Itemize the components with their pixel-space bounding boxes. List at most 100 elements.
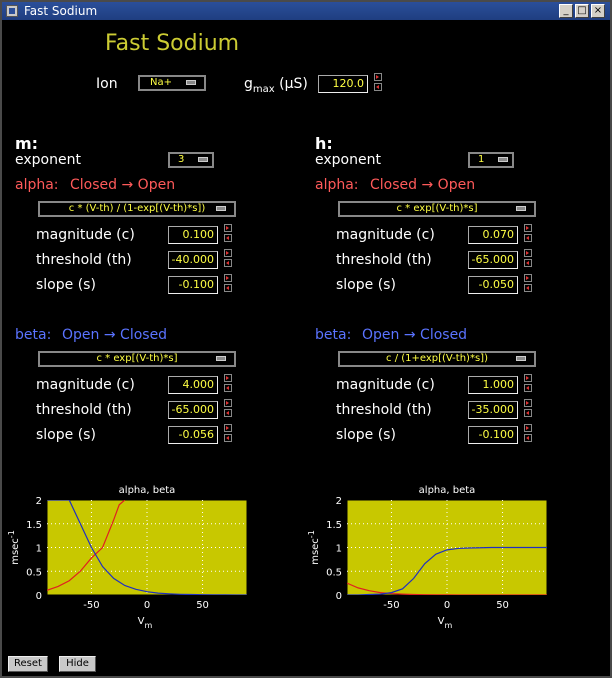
m-alpha-slope-increase-icon[interactable] xyxy=(224,274,232,282)
ion-select[interactable]: Na+ xyxy=(138,75,206,91)
gmax-field[interactable]: 120.0 xyxy=(318,75,368,93)
gmax-decrease-icon[interactable] xyxy=(374,83,382,91)
m-rate-chart: alpha, beta -50 0 50 0 0.5 1 1.5 2 Vm msec-1 xyxy=(7,485,248,630)
m-beta-threshold-field[interactable]: -65.000 xyxy=(168,401,218,419)
h-beta-slope-decrease-icon[interactable] xyxy=(524,434,532,442)
h-alpha-label: alpha: xyxy=(315,177,359,193)
chart-title: alpha, beta xyxy=(419,485,476,496)
m-beta-threshold-increase-icon[interactable] xyxy=(224,399,232,407)
dropdown-indicator-icon xyxy=(516,206,526,211)
m-alpha-magnitude-increase-icon[interactable] xyxy=(224,224,232,232)
x-tick-label: -50 xyxy=(383,600,399,611)
gmax-increase-icon[interactable] xyxy=(374,73,382,81)
close-icon[interactable]: × xyxy=(591,4,605,18)
m-exponent-select[interactable]: 3 xyxy=(168,152,214,168)
h-beta-threshold-decrease-icon[interactable] xyxy=(524,409,532,417)
h-alpha-threshold-field[interactable]: -65.000 xyxy=(468,251,518,269)
m-beta-slope-label: slope (s) xyxy=(36,427,96,443)
minimize-icon[interactable]: _ xyxy=(559,4,573,18)
y-tick-label: 0 xyxy=(36,591,42,602)
x-tick-label: 50 xyxy=(496,600,509,611)
dropdown-indicator-icon xyxy=(516,356,526,361)
m-beta-magnitude-decrease-icon[interactable] xyxy=(224,384,232,392)
reset-button[interactable]: Reset xyxy=(8,656,48,672)
hide-button[interactable]: Hide xyxy=(59,656,96,672)
y-tick-label: 2 xyxy=(36,496,42,507)
y-tick-label: 1 xyxy=(336,544,342,555)
gmax-label: gmax (µS) xyxy=(244,76,308,95)
x-axis-label: Vm xyxy=(438,616,453,630)
m-beta-slope-decrease-icon[interactable] xyxy=(224,434,232,442)
h-alpha-magnitude-label: magnitude (c) xyxy=(336,227,435,243)
h-alpha-magnitude-decrease-icon[interactable] xyxy=(524,234,532,242)
h-alpha-magnitude-increase-icon[interactable] xyxy=(524,224,532,232)
h-beta-slope-label: slope (s) xyxy=(336,427,396,443)
m-alpha-slope-field[interactable]: -0.100 xyxy=(168,276,218,294)
h-alpha-formula-select[interactable]: c * exp[(V-th)*s] xyxy=(338,201,536,217)
h-alpha-slope-increase-icon[interactable] xyxy=(524,274,532,282)
x-tick-label: 0 xyxy=(144,600,150,611)
m-alpha-threshold-decrease-icon[interactable] xyxy=(224,259,232,267)
chart-title: alpha, beta xyxy=(119,485,176,496)
y-tick-label: 1.5 xyxy=(326,520,342,531)
x-axis-label: Vm xyxy=(138,616,153,630)
dropdown-indicator-icon xyxy=(216,206,226,211)
m-beta-formula-select[interactable]: c * exp[(V-th)*s] xyxy=(38,351,236,367)
m-alpha-formula-select[interactable]: c * (V-th) / (1-exp[(V-th)*s]) xyxy=(38,201,236,217)
window-title: Fast Sodium xyxy=(24,4,98,18)
maximize-icon[interactable]: □ xyxy=(575,4,589,18)
m-alpha-magnitude-field[interactable]: 0.100 xyxy=(168,226,218,244)
h-beta-magnitude-increase-icon[interactable] xyxy=(524,374,532,382)
m-alpha-slope-decrease-icon[interactable] xyxy=(224,284,232,292)
h-beta-slope-field[interactable]: -0.100 xyxy=(468,426,518,444)
h-alpha-threshold-decrease-icon[interactable] xyxy=(524,259,532,267)
h-beta-magnitude-field[interactable]: 1.000 xyxy=(468,376,518,394)
h-alpha-threshold-increase-icon[interactable] xyxy=(524,249,532,257)
x-tick-label: 0 xyxy=(444,600,450,611)
h-alpha-transition: Closed → Open xyxy=(370,177,476,193)
y-tick-label: 2 xyxy=(336,496,342,507)
h-beta-threshold-label: threshold (th) xyxy=(336,402,432,418)
m-alpha-threshold-increase-icon[interactable] xyxy=(224,249,232,257)
ion-select-value: Na+ xyxy=(150,77,172,88)
m-beta-threshold-decrease-icon[interactable] xyxy=(224,409,232,417)
h-beta-magnitude-decrease-icon[interactable] xyxy=(524,384,532,392)
h-beta-formula-select[interactable]: c / (1+exp[(V-th)*s]) xyxy=(338,351,536,367)
m-beta-magnitude-label: magnitude (c) xyxy=(36,377,135,393)
h-alpha-formula: c * exp[(V-th)*s] xyxy=(396,203,478,214)
dropdown-indicator-icon xyxy=(216,356,226,361)
m-beta-slope-field[interactable]: -0.056 xyxy=(168,426,218,444)
y-tick-label: 1.5 xyxy=(26,520,42,531)
h-beta-slope-increase-icon[interactable] xyxy=(524,424,532,432)
h-beta-transition: Open → Closed xyxy=(362,327,468,343)
h-heading: h: xyxy=(315,134,333,153)
m-alpha-magnitude-label: magnitude (c) xyxy=(36,227,135,243)
window-menu-icon[interactable] xyxy=(6,5,18,17)
m-alpha-label: alpha: xyxy=(15,177,59,193)
y-tick-label: 0.5 xyxy=(26,567,42,578)
m-beta-magnitude-increase-icon[interactable] xyxy=(224,374,232,382)
h-beta-label: beta: xyxy=(315,327,352,343)
m-alpha-magnitude-decrease-icon[interactable] xyxy=(224,234,232,242)
m-alpha-slope-label: slope (s) xyxy=(36,277,96,293)
page-title: Fast Sodium xyxy=(105,31,240,56)
h-beta-threshold-field[interactable]: -35.000 xyxy=(468,401,518,419)
h-beta-threshold-increase-icon[interactable] xyxy=(524,399,532,407)
m-alpha-threshold-field[interactable]: -40.000 xyxy=(168,251,218,269)
h-alpha-magnitude-field[interactable]: 0.070 xyxy=(468,226,518,244)
h-alpha-slope-field[interactable]: -0.050 xyxy=(468,276,518,294)
m-alpha-threshold-label: threshold (th) xyxy=(36,252,132,268)
title-bar[interactable]: Fast Sodium _ □ × xyxy=(2,2,610,20)
x-tick-label: -50 xyxy=(83,600,99,611)
dropdown-indicator-icon xyxy=(498,157,508,162)
m-beta-magnitude-field[interactable]: 4.000 xyxy=(168,376,218,394)
alpha-series-line xyxy=(347,582,547,595)
alpha-series-line xyxy=(47,500,126,591)
y-axis-label: msec-1 xyxy=(7,530,21,565)
m-beta-slope-increase-icon[interactable] xyxy=(224,424,232,432)
m-beta-transition: Open → Closed xyxy=(62,327,168,343)
h-exponent-select[interactable]: 1 xyxy=(468,152,514,168)
m-beta-formula: c * exp[(V-th)*s] xyxy=(96,353,178,364)
h-alpha-slope-decrease-icon[interactable] xyxy=(524,284,532,292)
